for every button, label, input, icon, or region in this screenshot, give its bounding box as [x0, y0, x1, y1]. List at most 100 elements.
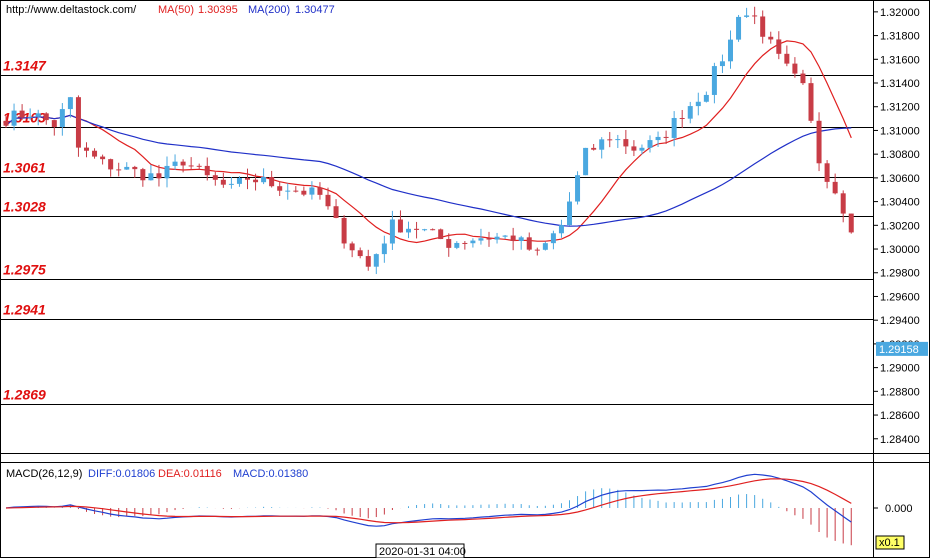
price-tick-label: 1.28400 — [880, 434, 920, 446]
scale-label: x0.1 — [879, 537, 900, 549]
macd-label: MACD(26,12,9) — [6, 468, 82, 480]
candle-body — [711, 66, 717, 95]
ma200-line — [5, 114, 852, 227]
candle-body — [373, 254, 379, 267]
candle-body — [325, 194, 331, 207]
candle-body — [309, 187, 315, 195]
candle-body — [19, 110, 25, 118]
scale-box[interactable] — [875, 535, 905, 550]
candle-body — [156, 173, 162, 179]
candle-body — [245, 177, 250, 180]
ma200-value: 1.30477 — [295, 4, 335, 16]
price-tick-label: 1.31800 — [880, 31, 920, 43]
candle-body — [462, 242, 468, 244]
candle-body — [832, 181, 838, 194]
level-label: 1.2975 — [3, 262, 46, 278]
macd-diff-line — [5, 473, 852, 527]
candle-body — [84, 147, 89, 151]
candle-body — [486, 238, 492, 240]
candle-body — [824, 163, 830, 182]
price-tick-label: 1.30800 — [880, 149, 920, 161]
candle-body — [349, 243, 355, 251]
candle-body — [558, 225, 564, 234]
candle-body — [148, 173, 154, 181]
candle-body — [3, 120, 9, 126]
candle-body — [51, 120, 57, 127]
candle-body — [550, 233, 556, 244]
macd-zero-label: 0.000 — [885, 503, 913, 515]
ma50-value: 1.30395 — [198, 4, 238, 16]
price-tick-label: 1.30000 — [880, 244, 920, 256]
candle-body — [293, 190, 299, 192]
candle-body — [567, 201, 572, 226]
candle-body — [124, 166, 130, 170]
candle-body — [494, 236, 500, 240]
candle-body — [446, 239, 452, 248]
candle-body — [687, 106, 693, 119]
candle-body — [365, 256, 371, 267]
site-url[interactable]: http://www.deltastock.com/ — [6, 4, 137, 16]
candle-body — [502, 235, 508, 237]
candle-body — [470, 240, 476, 244]
candle-body — [607, 139, 613, 141]
level-label: 1.2941 — [3, 302, 46, 318]
candle-body — [140, 169, 146, 181]
candle-body — [703, 94, 709, 102]
candle-body — [542, 243, 548, 250]
macd-value-label: MACD:0.01380 — [233, 468, 308, 480]
candle-body — [357, 250, 363, 257]
candle-body — [647, 140, 653, 148]
candle-body — [728, 39, 733, 62]
candle-body — [100, 156, 106, 160]
current-price-label: 1.29158 — [879, 344, 919, 356]
candle-body — [220, 179, 226, 185]
candle-body — [75, 97, 81, 148]
candle-body — [92, 150, 98, 157]
candle-body — [510, 235, 516, 241]
candle-body — [760, 16, 766, 37]
candle-body — [695, 101, 701, 107]
macd-panel — [5, 473, 878, 546]
candle-body — [848, 213, 854, 233]
price-axis: 1.32000 1.31800 1.31600 1.31400 1.31200 1.310… — [873, 7, 928, 446]
candle-body — [752, 15, 758, 17]
candle-body — [381, 243, 387, 255]
candle-body — [317, 187, 323, 195]
price-tick-label: 1.30200 — [880, 220, 920, 232]
candle-body — [422, 229, 428, 231]
candle-body — [180, 161, 186, 166]
candle-body — [671, 117, 677, 138]
candle-body — [719, 61, 725, 67]
price-tick-label: 1.29800 — [880, 268, 920, 280]
candle-body — [583, 147, 589, 176]
candle-body — [623, 139, 629, 147]
price-tick-label: 1.30400 — [880, 197, 920, 209]
candle-body — [792, 63, 798, 74]
candle-body — [301, 190, 307, 195]
candle-body — [132, 166, 138, 170]
candle-body — [800, 73, 806, 84]
candle-body — [108, 159, 114, 170]
candle-body — [43, 113, 49, 121]
macd-dea-label: DEA:0.01116 — [158, 468, 222, 480]
candle-body — [575, 175, 581, 202]
candle-body — [655, 136, 661, 141]
candle-body — [816, 120, 822, 164]
candle-body — [478, 238, 484, 241]
candle-body — [236, 177, 242, 184]
candle-body — [11, 110, 17, 126]
candle-body — [438, 229, 444, 240]
price-tick-label: 1.28800 — [880, 386, 920, 398]
candle-body — [277, 186, 283, 191]
price-tick-label: 1.31600 — [880, 54, 920, 66]
candle-body — [389, 219, 395, 244]
price-tick-label: 1.29400 — [880, 315, 920, 327]
price-tick-label: 1.29600 — [880, 291, 920, 303]
candle-body — [204, 165, 210, 176]
moving-averages — [5, 40, 852, 244]
candle-body — [212, 175, 218, 180]
candle-body — [172, 161, 178, 166]
candle-body — [164, 165, 170, 179]
price-tick-label: 1.29000 — [880, 363, 920, 375]
